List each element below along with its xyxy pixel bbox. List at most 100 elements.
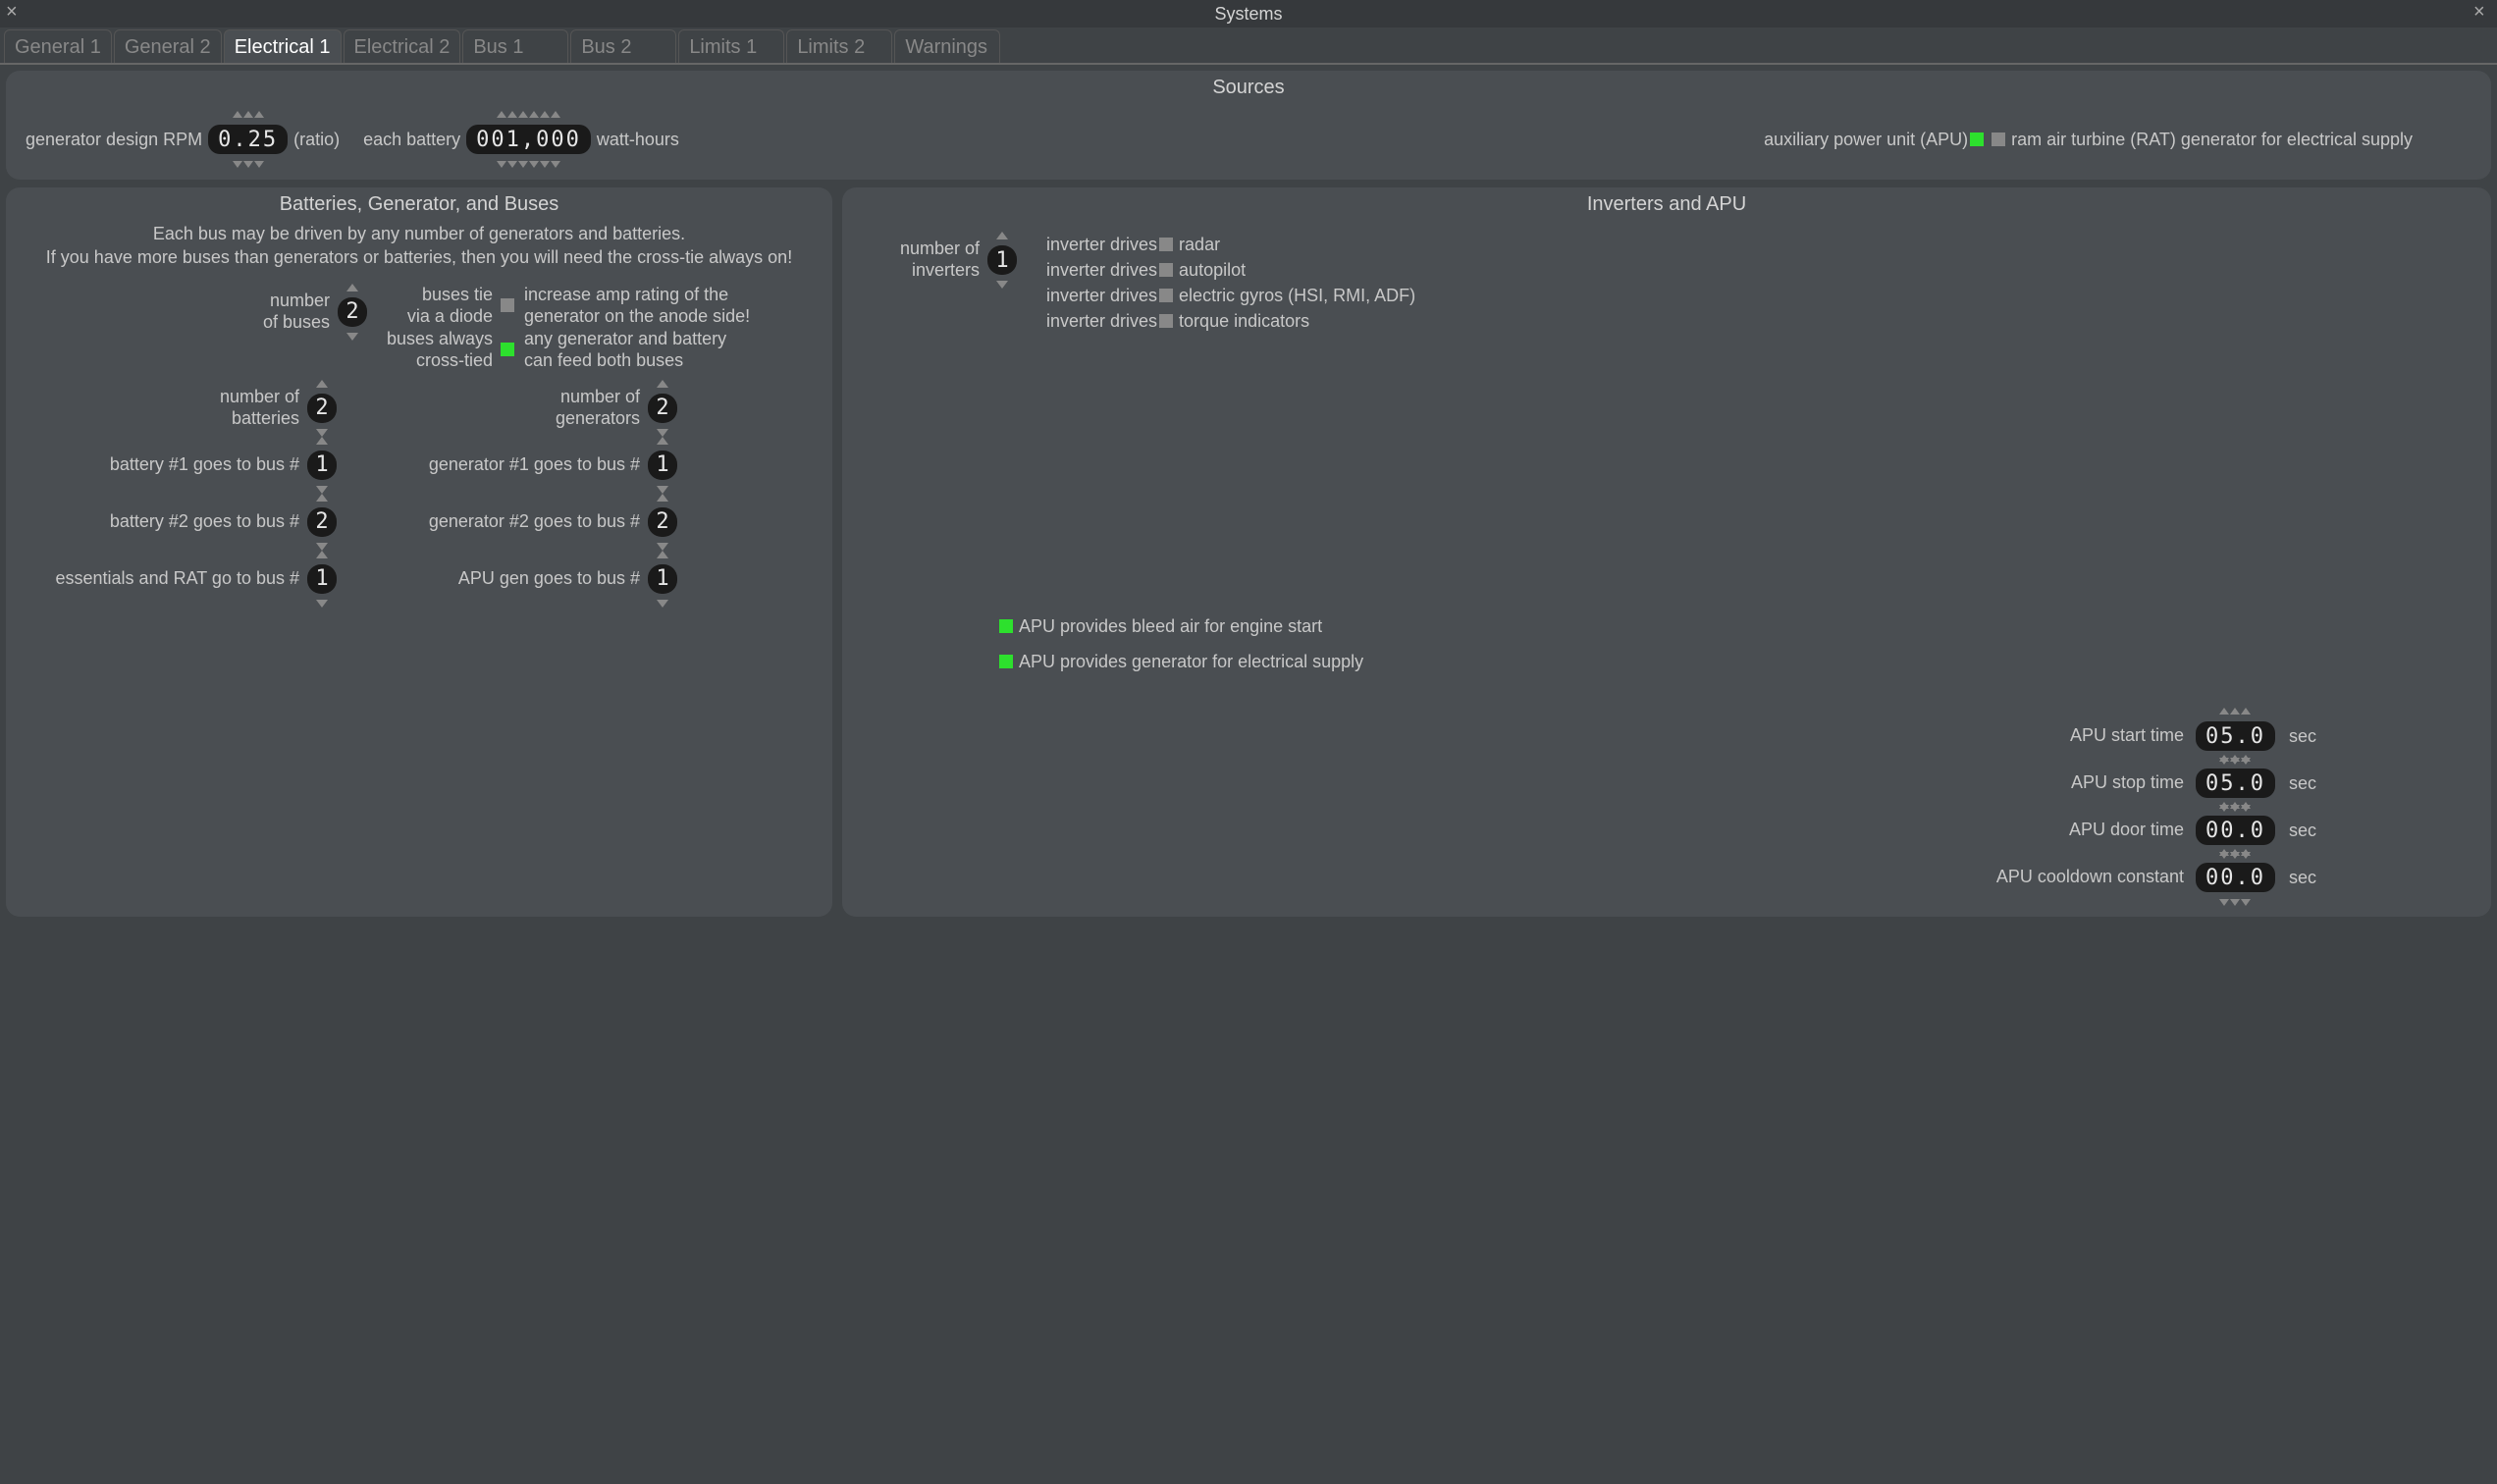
label-inverter-drives: inverter drives bbox=[1046, 234, 1157, 256]
chevron-down-icon[interactable] bbox=[346, 333, 358, 341]
chevron-down-icon[interactable] bbox=[316, 486, 328, 494]
chevron-down-icon[interactable] bbox=[657, 429, 668, 437]
chevron-up-icon[interactable] bbox=[2219, 755, 2229, 762]
chevron-up-icon[interactable] bbox=[2241, 708, 2251, 715]
chevron-up-icon[interactable] bbox=[551, 111, 560, 118]
checkbox-apu-gen[interactable] bbox=[999, 655, 1013, 668]
label-inv-opt-3: torque indicators bbox=[1179, 310, 1309, 333]
checkbox-apu-bleed[interactable] bbox=[999, 619, 1013, 633]
checkbox-rat[interactable] bbox=[1992, 132, 2005, 146]
chevron-up-icon[interactable] bbox=[657, 551, 668, 558]
chevron-down-icon[interactable] bbox=[2241, 899, 2251, 906]
close-icon[interactable]: × bbox=[2473, 4, 2491, 22]
unit-sec: sec bbox=[2289, 868, 2316, 888]
tab-warnings[interactable]: Warnings bbox=[894, 29, 1000, 63]
input-apu-cool[interactable]: 00.0 bbox=[2196, 863, 2275, 892]
input-apu-start[interactable]: 05.0 bbox=[2196, 721, 2275, 751]
chevron-up-icon[interactable] bbox=[316, 494, 328, 502]
chevron-down-icon[interactable] bbox=[233, 161, 242, 168]
checkbox-crosstie[interactable] bbox=[501, 343, 514, 356]
chevron-up-icon[interactable] bbox=[2241, 849, 2251, 856]
chevron-down-icon[interactable] bbox=[518, 161, 528, 168]
chevron-down-icon[interactable] bbox=[2219, 899, 2229, 906]
chevron-up-icon[interactable] bbox=[657, 494, 668, 502]
chevron-up-icon[interactable] bbox=[346, 284, 358, 292]
label-batt2-bus: battery #2 goes to bus # bbox=[110, 511, 299, 533]
chevron-up-icon[interactable] bbox=[507, 111, 517, 118]
tab-electrical-2[interactable]: Electrical 2 bbox=[344, 29, 461, 63]
chevron-up-icon[interactable] bbox=[2230, 802, 2240, 809]
chevron-up-icon[interactable] bbox=[2230, 849, 2240, 856]
chevron-up-icon[interactable] bbox=[233, 111, 242, 118]
chevron-up-icon[interactable] bbox=[316, 551, 328, 558]
unit-sec: sec bbox=[2289, 726, 2316, 747]
input-batt1-bus[interactable]: 1 bbox=[307, 450, 337, 480]
unit-sec: sec bbox=[2289, 821, 2316, 841]
label-inv-opt-1: autopilot bbox=[1179, 259, 1246, 282]
chevron-up-icon[interactable] bbox=[996, 232, 1008, 239]
chevron-down-icon[interactable] bbox=[243, 161, 253, 168]
tab-general-2[interactable]: General 2 bbox=[114, 29, 222, 63]
chevron-up-icon[interactable] bbox=[316, 380, 328, 388]
chevron-down-icon[interactable] bbox=[657, 600, 668, 608]
input-apugen-bus[interactable]: 1 bbox=[648, 564, 677, 594]
input-gen1-bus[interactable]: 1 bbox=[648, 450, 677, 480]
input-ess-bus[interactable]: 1 bbox=[307, 564, 337, 594]
input-battery-wh[interactable]: 001,000 bbox=[466, 125, 591, 154]
chevron-up-icon[interactable] bbox=[2241, 802, 2251, 809]
input-num-inverters[interactable]: 1 bbox=[987, 245, 1017, 275]
chevron-down-icon[interactable] bbox=[551, 161, 560, 168]
tab-limits-1[interactable]: Limits 1 bbox=[678, 29, 784, 63]
input-apu-stop[interactable]: 05.0 bbox=[2196, 768, 2275, 798]
chevron-up-icon[interactable] bbox=[2241, 755, 2251, 762]
chevron-up-icon[interactable] bbox=[2230, 755, 2240, 762]
chevron-down-icon[interactable] bbox=[996, 281, 1008, 289]
chevron-down-icon[interactable] bbox=[497, 161, 506, 168]
chevron-up-icon[interactable] bbox=[540, 111, 550, 118]
input-gen-rpm[interactable]: 0.25 bbox=[208, 125, 288, 154]
label-gen1-bus: generator #1 goes to bus # bbox=[429, 454, 640, 476]
input-num-generators[interactable]: 2 bbox=[648, 394, 677, 423]
input-batt2-bus[interactable]: 2 bbox=[307, 507, 337, 537]
checkbox-inv-3[interactable] bbox=[1159, 314, 1173, 328]
checkbox-inv-0[interactable] bbox=[1159, 238, 1173, 251]
chevron-up-icon[interactable] bbox=[657, 380, 668, 388]
chevron-up-icon[interactable] bbox=[2219, 708, 2229, 715]
chevron-down-icon[interactable] bbox=[657, 543, 668, 551]
tab-bus-2[interactable]: Bus 2 bbox=[570, 29, 676, 63]
tab-bus-1[interactable]: Bus 1 bbox=[462, 29, 568, 63]
close-icon[interactable]: × bbox=[6, 4, 24, 22]
input-apu-door[interactable]: 00.0 bbox=[2196, 816, 2275, 845]
input-num-batteries[interactable]: 2 bbox=[307, 394, 337, 423]
chevron-down-icon[interactable] bbox=[507, 161, 517, 168]
chevron-down-icon[interactable] bbox=[657, 486, 668, 494]
tab-limits-2[interactable]: Limits 2 bbox=[786, 29, 892, 63]
tab-general-1[interactable]: General 1 bbox=[4, 29, 112, 63]
titlebar: × Systems × bbox=[0, 0, 2497, 27]
chevron-up-icon[interactable] bbox=[2230, 708, 2240, 715]
chevron-down-icon[interactable] bbox=[316, 543, 328, 551]
chevron-up-icon[interactable] bbox=[529, 111, 539, 118]
input-gen2-bus[interactable]: 2 bbox=[648, 507, 677, 537]
chevron-up-icon[interactable] bbox=[2219, 802, 2229, 809]
chevron-up-icon[interactable] bbox=[316, 437, 328, 445]
chevron-down-icon[interactable] bbox=[316, 600, 328, 608]
chevron-up-icon[interactable] bbox=[254, 111, 264, 118]
tab-electrical-1[interactable]: Electrical 1 bbox=[224, 29, 342, 63]
checkbox-diode[interactable] bbox=[501, 298, 514, 312]
checkbox-inv-2[interactable] bbox=[1159, 289, 1173, 302]
chevron-up-icon[interactable] bbox=[243, 111, 253, 118]
checkbox-apu[interactable] bbox=[1970, 132, 1984, 146]
chevron-down-icon[interactable] bbox=[2230, 899, 2240, 906]
checkbox-inv-1[interactable] bbox=[1159, 263, 1173, 277]
chevron-up-icon[interactable] bbox=[657, 437, 668, 445]
chevron-up-icon[interactable] bbox=[497, 111, 506, 118]
label-num-inverters: number ofinverters bbox=[900, 238, 980, 281]
chevron-down-icon[interactable] bbox=[529, 161, 539, 168]
chevron-down-icon[interactable] bbox=[254, 161, 264, 168]
chevron-up-icon[interactable] bbox=[2219, 849, 2229, 856]
chevron-down-icon[interactable] bbox=[540, 161, 550, 168]
chevron-up-icon[interactable] bbox=[518, 111, 528, 118]
chevron-down-icon[interactable] bbox=[316, 429, 328, 437]
input-num-buses[interactable]: 2 bbox=[338, 297, 367, 327]
